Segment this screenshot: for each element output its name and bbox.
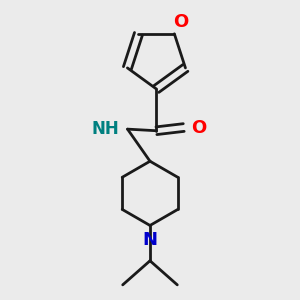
Text: NH: NH [92, 120, 119, 138]
Text: O: O [191, 118, 206, 136]
Text: N: N [142, 231, 158, 249]
Text: O: O [173, 13, 188, 31]
